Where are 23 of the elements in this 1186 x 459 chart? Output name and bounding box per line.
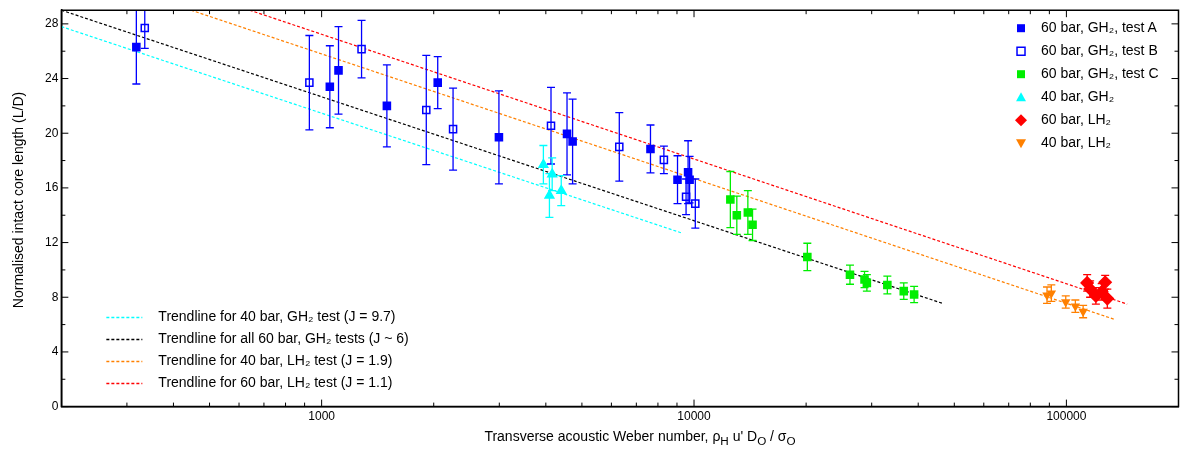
legend-label: Trendline for all 60 bar, GH₂ tests (J ~ 6) (158, 330, 409, 347)
y-axis-title: Normalised intact core length (L/D) (10, 91, 26, 309)
legend-label: 40 bar, GH₂ (1041, 88, 1115, 105)
y-tick-label: 4 (51, 344, 59, 359)
legend-label: 60 bar, GH₂, test A (1041, 19, 1158, 36)
legend-label: Trendline for 40 bar, GH₂ test (J = 9.7) (158, 308, 396, 325)
y-tick-label: 16 (44, 180, 59, 195)
legend-label: 40 bar, LH₂ (1041, 134, 1112, 151)
y-tick-label: 28 (44, 16, 59, 31)
x-axis-title: Transverse acoustic Weber number, ρ$_{H}$ u' D$_{O}$ / σ$_{O}$ (483, 428, 797, 447)
legend-label: 60 bar, LH₂ (1041, 111, 1112, 128)
x-tick-label: 100000 (1046, 409, 1087, 424)
legend-label: 60 bar, GH₂, test C (1041, 65, 1159, 82)
y-tick-label: 24 (44, 70, 59, 85)
legend-label: Trendline for 60 bar, LH₂ test (J = 1.1) (158, 374, 393, 391)
y-tick-label: 12 (44, 234, 59, 249)
x-tick-label: 10000 (677, 409, 712, 424)
y-tick-label: 0 (51, 398, 59, 413)
y-tick-label: 8 (51, 289, 59, 304)
x-tick-label: 1000 (308, 409, 336, 424)
y-tick-label: 20 (44, 125, 59, 140)
legend-label: 60 bar, GH₂, test B (1041, 42, 1158, 59)
legend-label: Trendline for 40 bar, LH₂ test (J = 1.9) (158, 352, 393, 369)
